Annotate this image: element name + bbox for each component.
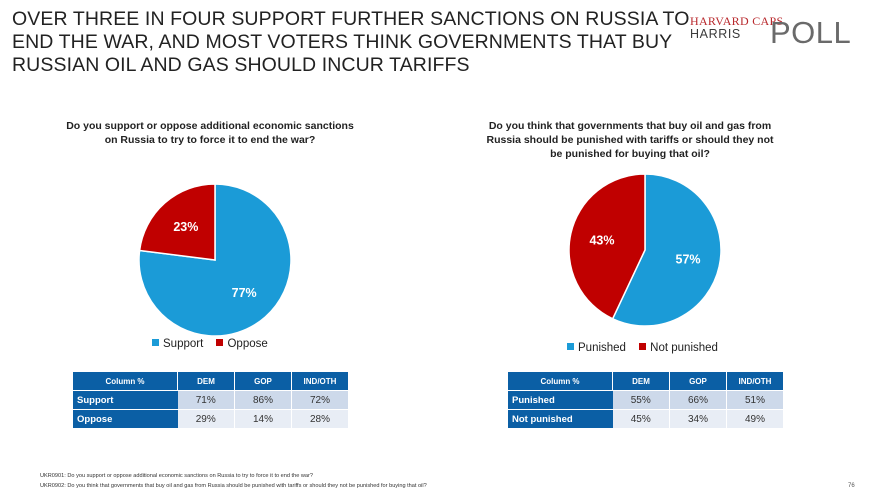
question-line: Do you think that governments that buy o… [488, 120, 772, 132]
pie-slice-not-punished [568, 173, 646, 320]
column-header: GOP [669, 372, 727, 391]
row-label: Support [73, 390, 178, 410]
legend-item-support: Support [152, 338, 203, 350]
row-label: Punished [508, 390, 613, 410]
legend-item-punished: Punished [567, 342, 626, 354]
legend-label-support: Support [163, 338, 204, 350]
question-line: be punished for buying that oil? [550, 148, 710, 160]
title-line: OVER THREE IN FOUR SUPPORT FURTHER SANCT… [12, 8, 690, 30]
legend-swatch-not-punished [639, 343, 647, 350]
tariffs-crosstab: Column % DEM GOP IND/OTH Punished 55% 66… [508, 372, 784, 429]
column-header: DEM [612, 372, 670, 391]
table-cell: 14% [234, 409, 292, 429]
legend-swatch-punished [567, 343, 574, 350]
page-number: 76 [848, 483, 855, 489]
table-cell: 34% [669, 409, 727, 429]
pie-label-oppose: 23% [173, 220, 198, 234]
logo-text-line1: HARVARD CAPS [690, 14, 784, 28]
table-cell: 72% [291, 390, 349, 410]
page-title: OVER THREE IN FOUR SUPPORT FURTHER SANCT… [12, 8, 690, 77]
table-cell: 71% [177, 390, 235, 410]
tariffs-question: Do you think that governments that buy o… [470, 119, 790, 161]
table-cell: 86% [234, 390, 292, 410]
logo-text-line3: POLL [770, 15, 852, 50]
sanctions-legend: Support Oppose [152, 338, 278, 350]
column-header: DEM [177, 372, 235, 391]
sanctions-question: Do you support or oppose additional econ… [40, 119, 380, 147]
table-cell: 29% [177, 409, 235, 429]
table-cell: 28% [291, 409, 349, 429]
table-header-row: Column % DEM GOP IND/OTH [73, 372, 349, 391]
table-cell: 49% [726, 409, 784, 429]
sanctions-crosstab: Column % DEM GOP IND/OTH Support 71% 86%… [73, 372, 349, 429]
table-row: Support 71% 86% 72% [73, 390, 349, 410]
pie-slice-oppose [138, 183, 216, 261]
table-cell: 66% [669, 390, 727, 410]
harvard-caps-harris-poll-logo: HARVARD CAPS HARRIS POLL [690, 14, 860, 54]
table-row: Punished 55% 66% 51% [508, 390, 784, 410]
question-line: Russia should be punished with tariffs o… [486, 134, 774, 146]
sanctions-pie-chart: 77% 23% [138, 183, 292, 337]
column-header: Column % [508, 372, 613, 391]
table-cell: 55% [612, 390, 670, 410]
pie-label-not-punished: 43% [589, 233, 614, 247]
question-line: Do you support or oppose additional econ… [66, 120, 354, 132]
footnote: UKR0901: Do you support or oppose additi… [40, 473, 314, 479]
tariffs-pie-chart: 57% 43% [568, 173, 722, 327]
legend-label-oppose: Oppose [227, 338, 268, 350]
footnote: UKR0902: Do you think that governments t… [40, 483, 427, 489]
table-cell: 51% [726, 390, 784, 410]
logo-text-line2: HARRIS [690, 27, 741, 41]
row-label: Not punished [508, 409, 613, 429]
column-header: Column % [73, 372, 178, 391]
table-row: Not punished 45% 34% 49% [508, 409, 784, 429]
table-cell: 45% [612, 409, 670, 429]
table-row: Oppose 29% 14% 28% [73, 409, 349, 429]
table-header-row: Column % DEM GOP IND/OTH [508, 372, 784, 391]
column-header: IND/OTH [726, 372, 784, 391]
legend-item-not-punished: Not punished [639, 342, 718, 354]
legend-item-oppose: Oppose [216, 338, 268, 350]
question-line: on Russia to try to force it to end the … [104, 134, 316, 146]
column-header: IND/OTH [291, 372, 349, 391]
legend-label-punished: Punished [578, 342, 626, 354]
pie-slice-punished [611, 173, 722, 327]
pie-label-support: 77% [232, 286, 257, 300]
legend-swatch-oppose [216, 339, 224, 346]
tariffs-legend: Punished Not punished [567, 342, 728, 354]
pie-label-punished: 57% [676, 253, 701, 267]
legend-swatch-support [152, 339, 159, 346]
row-label: Oppose [73, 409, 178, 429]
pie-slice-support [138, 183, 292, 337]
column-header: GOP [234, 372, 292, 391]
title-line: END THE WAR, AND MOST VOTERS THINK GOVER… [12, 31, 673, 53]
legend-label-not-punished: Not punished [650, 342, 718, 354]
title-line: RUSSIAN OIL AND GAS SHOULD INCUR TARIFFS [12, 54, 470, 76]
